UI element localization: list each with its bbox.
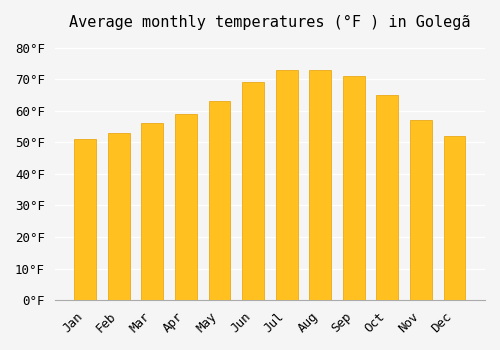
Bar: [142, 123, 164, 300]
Bar: [242, 82, 264, 300]
Bar: [74, 139, 96, 300]
Bar: [343, 76, 364, 300]
Bar: [208, 101, 231, 300]
Bar: [444, 136, 466, 300]
Title: Average monthly temperatures (°F ) in Golegã: Average monthly temperatures (°F ) in Go…: [69, 15, 470, 30]
Bar: [276, 70, 297, 300]
Bar: [310, 70, 331, 300]
Bar: [410, 120, 432, 300]
Bar: [108, 133, 130, 300]
Bar: [175, 114, 197, 300]
Bar: [376, 95, 398, 300]
